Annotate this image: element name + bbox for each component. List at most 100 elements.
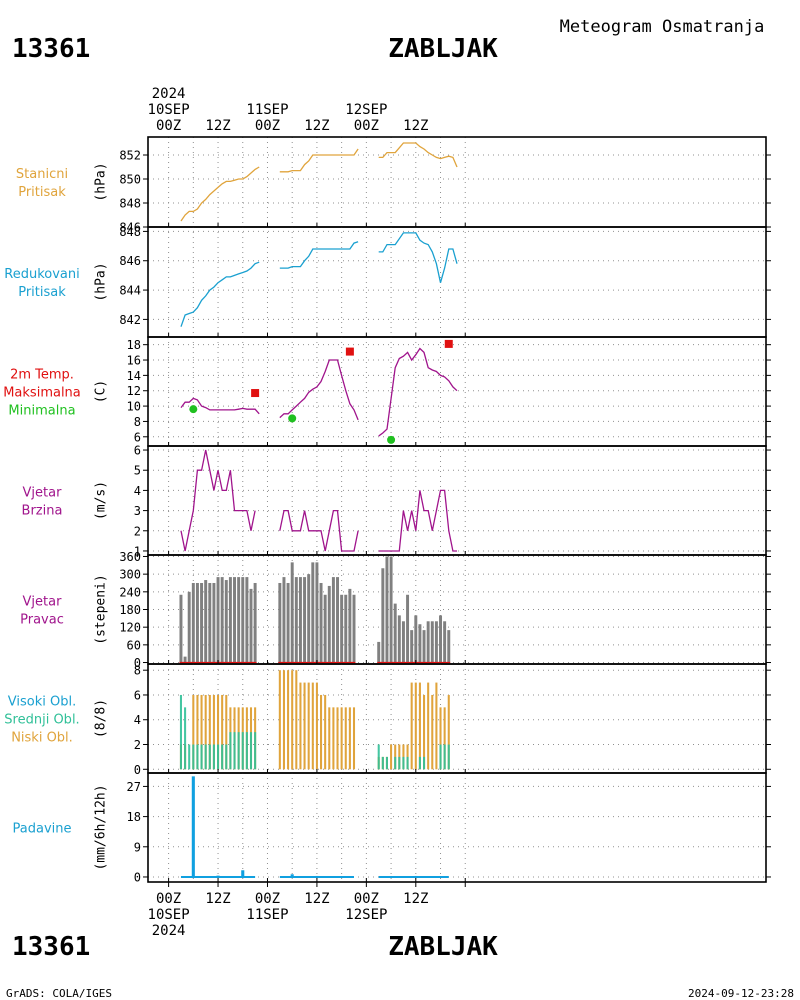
mid-cloud-bar xyxy=(381,756,384,770)
wind-dir-bar xyxy=(422,630,426,663)
mid-cloud-bar xyxy=(208,744,211,770)
min-temp-marker xyxy=(387,435,396,444)
wind-dir-bar xyxy=(307,574,311,663)
plot-area xyxy=(180,232,458,327)
time-label-bottom: 12Z xyxy=(205,891,230,907)
low-cloud-bar xyxy=(200,694,203,770)
mid-cloud-bar xyxy=(394,756,397,770)
wind-dir-bar xyxy=(393,603,397,663)
wind-dir-bar xyxy=(253,582,257,663)
mid-cloud-bar xyxy=(184,707,187,770)
plot-area xyxy=(179,556,451,664)
low-cloud-bar xyxy=(344,707,347,770)
mid-cloud-bar xyxy=(439,744,442,770)
mid-cloud-bar xyxy=(237,732,240,770)
series-line xyxy=(279,509,359,552)
y-tick-label: 848 xyxy=(119,225,141,239)
low-cloud-bar xyxy=(282,670,285,770)
low-cloud-bar xyxy=(340,707,343,770)
panel-label: Brzina xyxy=(22,504,63,519)
y-tick-label: 12 xyxy=(127,384,141,398)
y-tick-label: 846 xyxy=(119,254,141,268)
time-label-bottom: 12Z xyxy=(304,891,329,907)
time-label-top: 00Z xyxy=(156,118,181,134)
wind-dir-bar xyxy=(344,594,348,663)
wind-dir-bar xyxy=(249,588,253,663)
mid-cloud-bar xyxy=(406,756,409,770)
wind-dir-bar xyxy=(348,588,352,663)
footer-station-name: ZABLJAK xyxy=(388,932,498,962)
mid-cloud-bar xyxy=(245,732,248,770)
y-tick-label: 852 xyxy=(119,149,141,163)
time-label-top: 00Z xyxy=(255,118,280,134)
low-cloud-bar xyxy=(311,682,314,770)
wind-dir-bar xyxy=(418,624,422,663)
wind-dir-bar xyxy=(233,577,237,663)
wind-dir-bar xyxy=(447,630,451,663)
y-tick-label: 0 xyxy=(134,870,141,884)
y-tick-label: 18 xyxy=(127,810,141,824)
wind-dir-bar xyxy=(397,615,401,663)
low-cloud-bar xyxy=(299,682,302,770)
unit-label: (hPa) xyxy=(94,262,109,301)
series-line xyxy=(378,347,458,437)
y-tick-label: 180 xyxy=(119,603,141,617)
y-tick-label: 240 xyxy=(119,585,141,599)
precip-bar xyxy=(216,875,220,878)
wind-dir-bar xyxy=(410,630,414,663)
series-line xyxy=(180,166,260,222)
mid-cloud-bar xyxy=(423,756,426,770)
unit-label: (8/8) xyxy=(94,699,109,738)
panel-station-pressure: 846 848 850 852 (hPa) Stanicni Pritisak xyxy=(16,136,771,235)
y-tick-label: 300 xyxy=(119,568,141,582)
low-cloud-bar xyxy=(320,694,323,770)
wind-dir-bar xyxy=(179,594,183,663)
panel-label: Pritisak xyxy=(18,185,66,200)
y-tick-label: 0 xyxy=(134,763,141,777)
wind-dir-bar xyxy=(406,594,410,663)
low-cloud-bar xyxy=(196,694,199,770)
y-tick-label: 10 xyxy=(127,400,141,414)
low-cloud-bar xyxy=(221,694,224,770)
time-label-top: 00Z xyxy=(354,118,379,134)
panel-label: Vjetar xyxy=(23,595,63,610)
y-tick-label: 842 xyxy=(119,313,141,327)
wind-dir-bar xyxy=(430,621,434,663)
wind-dir-bar xyxy=(195,582,199,663)
footer-station-id: 13361 xyxy=(12,932,90,962)
footer-timestamp: 2024-09-12-23:28 xyxy=(688,987,794,1000)
wind-dir-bar xyxy=(401,621,405,663)
wind-dir-bar xyxy=(319,582,323,663)
panel-wind-direction: 0 60 120 180 240 300 360 (stepeni) Vjetar Pravac xyxy=(20,550,771,670)
y-tick-label: 9 xyxy=(134,840,141,854)
wind-dir-bar xyxy=(331,577,335,663)
y-tick-label: 18 xyxy=(127,338,141,352)
time-label-top: 12Z xyxy=(205,118,230,134)
wind-dir-bar xyxy=(389,556,393,663)
wind-dir-bar xyxy=(340,594,344,663)
precip-bar xyxy=(414,875,418,878)
wind-dir-bar xyxy=(414,615,418,663)
y-tick-label: 1 xyxy=(134,544,141,558)
wind-dir-bar xyxy=(228,577,232,663)
unit-label: (stepeni) xyxy=(94,574,109,644)
mid-cloud-bar xyxy=(241,732,244,770)
y-tick-label: 27 xyxy=(127,780,141,794)
y-tick-label: 0 xyxy=(134,656,141,670)
max-temp-marker xyxy=(345,347,354,356)
low-cloud-bar xyxy=(443,707,446,770)
mid-cloud-bar xyxy=(377,744,380,770)
low-cloud-bar xyxy=(435,682,438,770)
unit-label: (C) xyxy=(94,380,109,403)
wind-dir-bar xyxy=(224,580,228,663)
time-label-bottom: 00Z xyxy=(255,891,280,907)
panel-label: Vjetar xyxy=(23,486,63,501)
station-name: ZABLJAK xyxy=(388,34,498,64)
low-cloud-bar xyxy=(303,682,306,770)
mid-cloud-bar xyxy=(212,744,215,770)
low-cloud-bar xyxy=(328,707,331,770)
wind-dir-bar xyxy=(183,656,187,663)
